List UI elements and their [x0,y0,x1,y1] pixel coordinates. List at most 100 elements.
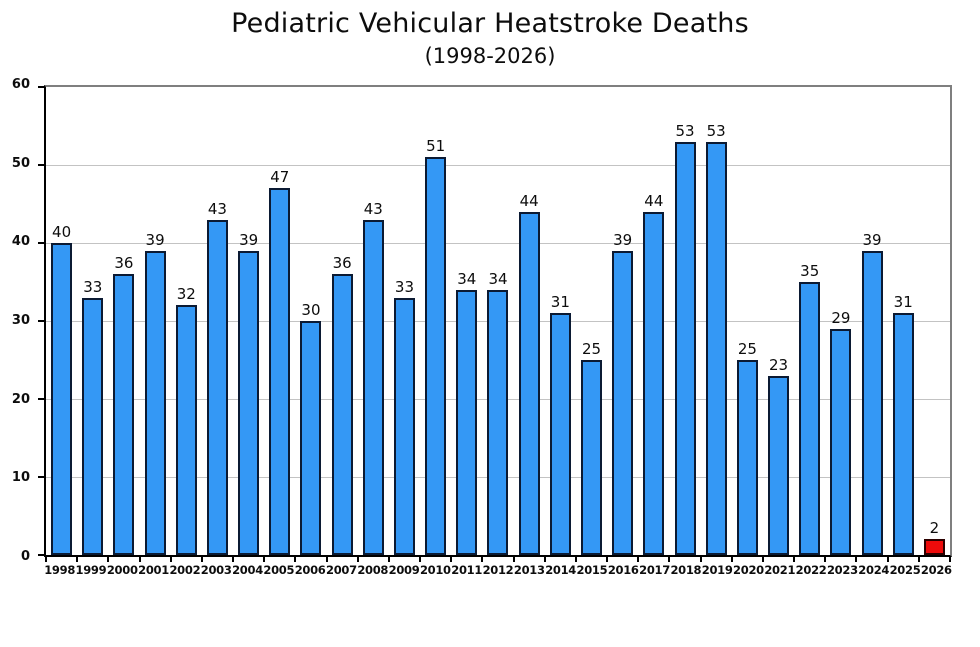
x-axis-label-2015: 2015 [576,563,608,577]
x-tick [76,557,79,562]
x-axis-label-2017: 2017 [639,563,670,577]
bar-2021 [768,375,790,555]
bar-2024 [861,250,883,555]
x-axis-label-2014: 2014 [545,563,576,577]
bar-1999 [82,297,104,555]
bar-2002 [175,305,197,555]
x-axis-label-2020: 2020 [733,563,764,577]
x-tick [637,557,640,562]
x-tick [232,557,235,562]
bar-value-label-2007: 36 [332,254,352,273]
x-axis-label-2019: 2019 [701,563,733,577]
bar-2016 [612,250,634,555]
y-tick-0 [38,554,44,556]
bar-slot-2023: 29 [825,87,856,555]
bar-2009 [393,297,415,555]
bar-2012 [487,289,509,555]
bar-slot-2007: 36 [327,87,358,555]
bar-2023 [830,328,852,555]
x-axis-label-2025: 2025 [889,563,921,577]
y-axis-label-0: 0 [20,549,30,564]
x-tick [949,557,951,562]
y-axis-label-30: 30 [11,313,30,328]
x-ticks-layer [45,87,951,562]
x-tick [356,557,359,562]
bar-2017 [643,211,665,555]
bar-1998 [51,243,73,555]
y-axis-label-20: 20 [11,391,30,407]
bar-value-label-2014: 31 [550,293,570,312]
bar-slot-2010: 51 [420,87,451,555]
bar-slot-2020: 25 [732,87,763,555]
bar-slot-2019: 53 [701,87,732,555]
bar-value-label-2013: 44 [519,191,539,210]
x-axis-label-2001: 2001 [138,563,169,577]
bar-2018 [674,141,696,555]
chart-subtitle: (1998-2026) [424,44,556,68]
y-tick-20 [38,398,44,401]
bar-2014 [549,313,571,555]
x-axis-label-2016: 2016 [607,563,639,577]
x-tick [481,557,484,562]
x-axis-labels: 1998 1999 2000 2001 2002 2003 2004 2005 2006 2007… [44,563,952,583]
bar-slot-2002: 32 [171,87,202,555]
bar-value-label-2001: 39 [145,230,165,249]
bar-value-label-2023: 29 [831,308,851,327]
bar-value-label-2015: 25 [581,340,602,358]
bar-value-label-2026: 2 [929,519,940,538]
x-tick [606,557,609,562]
y-tick-10 [38,476,44,479]
bar-slot-2016: 39 [607,87,638,555]
y-axis-label-40: 40 [11,234,30,250]
x-axis-label-1998: 1998 [44,563,76,577]
y-axis-label-60: 60 [11,77,30,92]
x-axis-label-2004: 2004 [232,563,263,577]
bar-2004 [238,250,260,555]
x-axis-label-2023: 2023 [826,563,858,577]
bar-value-label-1998: 40 [52,223,72,242]
y-tick-60 [38,86,44,88]
bar-2001 [144,250,166,555]
y-tick-40 [38,242,44,245]
x-tick [761,557,764,562]
bar-slot-2022: 35 [794,87,825,555]
bar-slot-1999: 33 [77,87,108,555]
x-tick [387,557,390,562]
bar-value-label-2025: 31 [893,293,913,312]
x-tick [855,557,858,562]
bar-slot-2009: 33 [389,87,420,555]
bar-slot-2011: 34 [451,87,482,555]
bar-slot-2024: 39 [856,87,887,555]
bar-value-label-2006: 30 [301,301,321,319]
bar-slot-2026: 2 [919,87,950,555]
x-axis-label-2005: 2005 [263,563,295,577]
x-axis-label-2007: 2007 [326,563,357,577]
bar-slot-2004: 39 [233,87,264,555]
x-tick [263,557,266,562]
bar-slot-2005: 47 [264,87,295,555]
x-axis-label-1999: 1999 [75,563,107,577]
bar-slot-2025: 31 [888,87,919,555]
x-axis-label-2008: 2008 [357,563,389,577]
bar-slot-2008: 43 [358,87,389,555]
bar-2006 [300,321,322,555]
x-axis-label-2021: 2021 [764,563,796,577]
x-axis-label-2011: 2011 [451,563,483,577]
bar-value-label-2012: 34 [488,269,508,288]
x-tick [169,557,172,562]
x-tick [138,557,141,562]
bar-value-label-2011: 34 [457,269,477,288]
bar-2022 [799,282,821,555]
bar-slot-2003: 43 [202,87,233,555]
x-axis-label-2000: 2000 [106,563,138,577]
bar-value-label-2003: 43 [207,199,227,218]
bar-2013 [518,211,540,555]
x-tick [574,557,577,562]
bar-2020 [736,360,758,555]
bar-slot-1998: 40 [46,87,77,555]
bar-value-label-2002: 32 [176,285,196,304]
bar-value-label-2000: 36 [114,254,134,273]
x-tick [45,557,47,562]
bar-value-label-2009: 33 [394,277,415,296]
y-tick-50 [38,164,44,166]
